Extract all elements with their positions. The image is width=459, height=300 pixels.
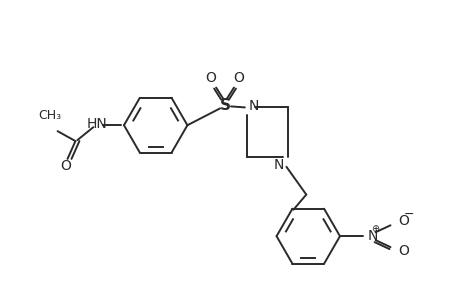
Text: HN: HN <box>86 117 107 131</box>
Text: CH₃: CH₃ <box>38 109 61 122</box>
Text: O: O <box>60 159 71 173</box>
Text: N: N <box>274 158 284 172</box>
Text: O: O <box>233 71 244 85</box>
Text: ⊕: ⊕ <box>371 224 379 234</box>
Text: O: O <box>205 71 216 85</box>
Text: O: O <box>397 244 409 258</box>
Text: S: S <box>219 98 230 113</box>
Text: N: N <box>367 229 377 243</box>
Text: N: N <box>248 99 258 113</box>
Text: O: O <box>397 214 409 228</box>
Text: −: − <box>403 208 414 221</box>
